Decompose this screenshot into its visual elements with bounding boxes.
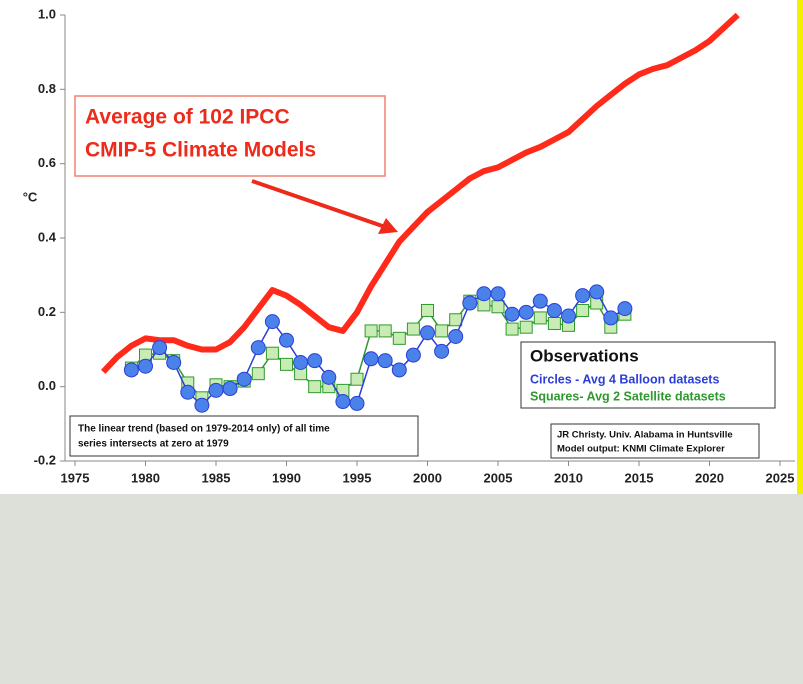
y-tick-label: 0.8 <box>38 81 56 96</box>
credit: Model output: KNMI Climate Explorer <box>557 444 725 455</box>
series-line <box>101 12 740 374</box>
square-marker <box>265 346 279 360</box>
square-marker <box>491 300 505 314</box>
square-marker <box>251 367 265 381</box>
circle-marker <box>448 328 464 344</box>
x-tick-label: 2020 <box>695 470 724 485</box>
circle-marker <box>518 304 534 320</box>
circle-marker <box>504 306 520 322</box>
square-marker <box>576 303 590 317</box>
circle-marker <box>546 302 562 318</box>
circle-marker <box>405 347 421 363</box>
circle-marker <box>180 384 196 400</box>
circle-marker <box>321 369 337 385</box>
circle-marker <box>307 353 323 369</box>
circle-marker <box>152 340 168 356</box>
x-tick-label: 2000 <box>413 470 442 485</box>
note: series intersects at zero at 1979 <box>78 439 229 450</box>
square-marker <box>406 322 420 336</box>
circle-marker <box>250 340 266 356</box>
y-tick-label: 0.2 <box>38 304 56 319</box>
square-marker <box>350 372 364 386</box>
arrow <box>251 179 389 230</box>
y-tick-label: 1.0 <box>38 6 56 21</box>
circle-marker <box>420 325 435 341</box>
circle-marker <box>236 371 252 387</box>
circle-marker <box>166 355 182 371</box>
circle-marker <box>603 310 619 326</box>
x-tick-label: 1985 <box>202 470 231 485</box>
legend-entry: Squares- Avg 2 Satellite datasets <box>530 389 726 403</box>
square-marker <box>378 324 392 338</box>
circle-marker <box>617 301 633 317</box>
y-tick-label: 0.4 <box>38 229 57 244</box>
square-marker <box>364 324 378 338</box>
y-tick-label: 0.0 <box>38 378 56 393</box>
circle-marker <box>279 332 294 348</box>
square-marker <box>280 357 293 371</box>
square-marker <box>533 311 547 325</box>
circle-marker <box>293 355 309 371</box>
circle-marker <box>138 358 153 374</box>
circle-marker <box>222 381 238 397</box>
circle-marker <box>363 351 379 367</box>
circle-marker <box>532 293 548 309</box>
y-axis-label: °C <box>23 189 38 204</box>
annotation: CMIP-5 Climate Models <box>85 139 316 162</box>
circle-marker <box>264 314 280 330</box>
square-marker <box>421 303 434 317</box>
circle-marker <box>377 353 393 369</box>
annotation: Average of 102 IPCC <box>85 106 290 129</box>
credit: JR Christy. Univ. Alabama in Huntsville <box>557 430 733 441</box>
x-tick-label: 1975 <box>61 470 90 485</box>
circle-marker <box>194 397 210 413</box>
circle-marker <box>391 362 407 378</box>
y-tick-label: -0.2 <box>34 452 56 467</box>
y-tick-label: 0.6 <box>38 155 56 170</box>
legend-title: Observations <box>530 346 639 365</box>
square-marker <box>519 320 533 334</box>
circle-marker <box>434 343 450 359</box>
circle-marker <box>589 284 605 300</box>
annotation-box <box>74 95 386 177</box>
circle-marker <box>123 362 139 378</box>
circle-marker <box>575 288 591 304</box>
circle-marker <box>462 295 478 311</box>
note: The linear trend (based on 1979-2014 onl… <box>78 424 330 435</box>
x-tick-label: 1990 <box>272 470 301 485</box>
circle-marker <box>335 394 351 410</box>
x-tick-label: 2025 <box>766 470 795 485</box>
edge-strip <box>797 0 803 494</box>
x-tick-label: 2010 <box>554 470 583 485</box>
square-marker <box>308 380 322 394</box>
legend-entry: Circles - Avg 4 Balloon datasets <box>530 372 719 386</box>
square-marker <box>449 313 463 327</box>
square-marker <box>392 331 406 345</box>
x-tick-label: 2005 <box>484 470 513 485</box>
x-tick-label: 2015 <box>625 470 654 485</box>
x-tick-label: 1980 <box>131 470 160 485</box>
credit-box <box>550 423 760 459</box>
circle-marker <box>208 382 224 398</box>
circle-marker <box>476 286 492 302</box>
square-marker <box>547 316 561 330</box>
circle-marker <box>490 286 506 302</box>
circle-marker <box>349 395 365 411</box>
x-tick-label: 1995 <box>343 470 372 485</box>
arrow-head <box>378 218 398 234</box>
legend-box <box>520 341 776 409</box>
square-marker <box>505 322 519 336</box>
square-marker <box>435 324 449 338</box>
note-box <box>69 415 419 457</box>
circle-marker <box>561 308 576 324</box>
